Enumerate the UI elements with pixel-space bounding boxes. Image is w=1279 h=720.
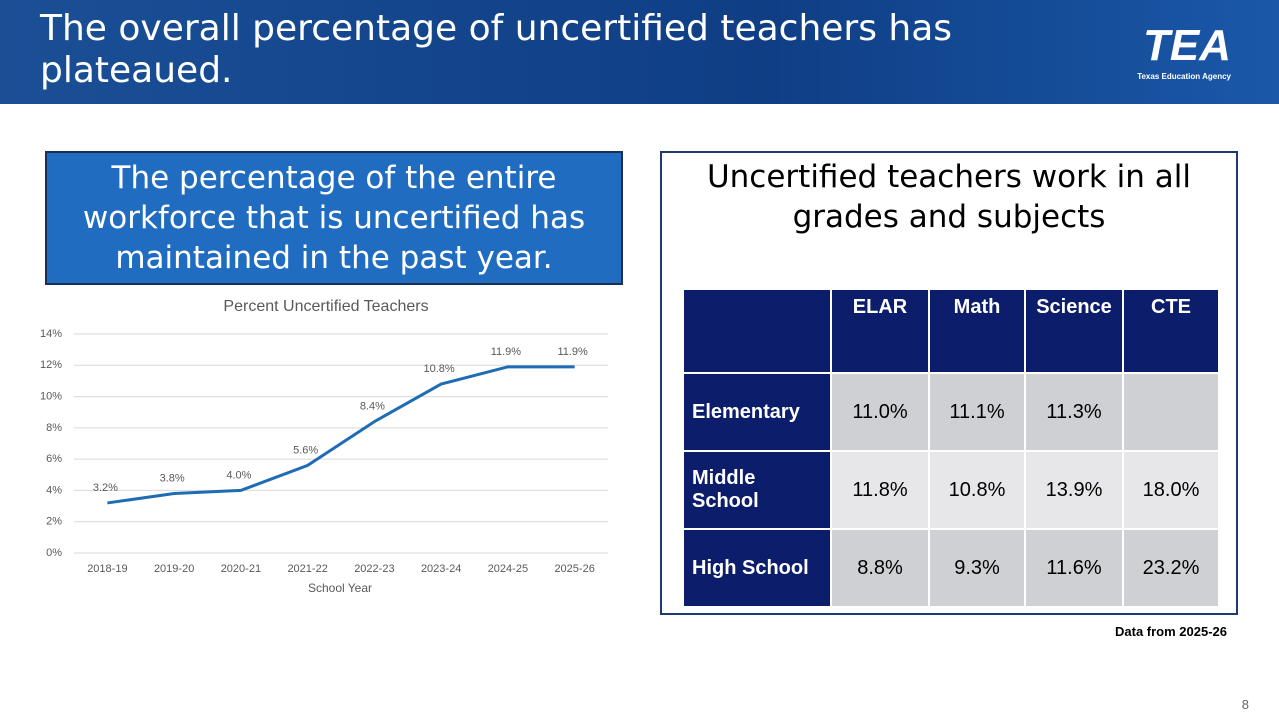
y-tick-label: 2% [46, 516, 62, 528]
table-cell: 13.9% [1026, 452, 1122, 528]
callout: The percentage of the entire workforce t… [45, 151, 623, 285]
data-label: 8.4% [360, 401, 385, 413]
x-tick-label: 2019-20 [154, 563, 194, 575]
data-label: 3.2% [93, 482, 118, 494]
y-tick-label: 4% [46, 484, 62, 496]
table-cell: 11.6% [1026, 530, 1122, 606]
header-band [0, 0, 1279, 104]
corner-cell [684, 290, 830, 372]
x-tick-label: 2022-23 [354, 563, 394, 575]
y-tick-label: 12% [40, 359, 62, 371]
x-tick-label: 2025-26 [554, 563, 594, 575]
line [107, 365, 575, 505]
column-header: ELAR [832, 290, 928, 372]
y-tick-label: 0% [46, 547, 62, 559]
header-row: ELAR Math Science CTE [684, 290, 1218, 372]
chart: Percent Uncertified Teachers School Year… [40, 298, 608, 595]
data-label: 11.9% [557, 346, 588, 358]
table-row: Middle School 11.8% 10.8% 13.9% 18.0% [684, 452, 1218, 528]
x-tick-label: 2018-19 [87, 563, 127, 575]
table-cell: 9.3% [930, 530, 1024, 606]
data-label: 3.8% [160, 472, 185, 484]
panel-title: Uncertified teachers work in all grades … [706, 159, 1192, 235]
x-tick-label: 2020-21 [221, 563, 261, 575]
x-axis-title: School Year [308, 581, 372, 595]
table-row: High School 8.8% 9.3% 11.6% 23.2% [684, 530, 1218, 606]
table-cell: 11.8% [832, 452, 928, 528]
data-label: 10.8% [424, 363, 455, 375]
table: ELAR Math Science CTE Elementary 11.0% 11.1% 11… [682, 288, 1220, 608]
table-cell: 11.1% [930, 374, 1024, 450]
y-tick-label: 10% [40, 390, 62, 402]
table-cell [1124, 374, 1218, 450]
footnote: Data from 2025-26 [1115, 624, 1227, 639]
table-row: Elementary 11.0% 11.1% 11.3% [684, 374, 1218, 450]
row-header: Elementary [684, 374, 830, 450]
y-tick-label: 8% [46, 422, 62, 434]
table-cell: 11.3% [1026, 374, 1122, 450]
x-tick-label: 2024-25 [488, 563, 528, 575]
table-cell: 8.8% [832, 530, 928, 606]
table-cell: 11.0% [832, 374, 928, 450]
x-tick-label: 2021-22 [287, 563, 327, 575]
row-header: High School [684, 530, 830, 606]
y-tick-label: 6% [46, 453, 62, 465]
column-header: Math [930, 290, 1024, 372]
panel: Uncertified teachers work in all grades … [660, 151, 1238, 615]
table-cell: 23.2% [1124, 530, 1218, 606]
column-header: Science [1026, 290, 1122, 372]
data-label: 11.9% [491, 346, 522, 358]
row-header: Middle School [684, 452, 830, 528]
table-cell: 10.8% [930, 452, 1024, 528]
table-cell: 18.0% [1124, 452, 1218, 528]
data-label: 4.0% [226, 469, 251, 481]
data-label: 5.6% [293, 444, 318, 456]
slide-title: The overall percentage of uncertified te… [40, 8, 953, 91]
page-number: 8 [1241, 697, 1249, 712]
logo: TEA [1143, 21, 1231, 70]
chart-title: Percent Uncertified Teachers [223, 298, 428, 315]
column-header: CTE [1124, 290, 1218, 372]
x-tick-label: 2023-24 [421, 563, 461, 575]
y-tick-label: 14% [40, 328, 62, 340]
logo-subtitle: Texas Education Agency [1137, 72, 1231, 81]
